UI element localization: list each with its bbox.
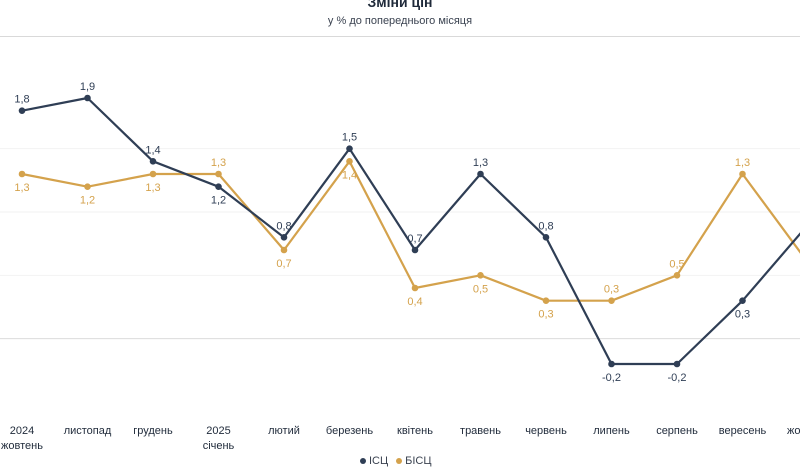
data-label-cpi: 0,3 — [735, 309, 750, 321]
data-point-core-cpi — [739, 170, 746, 178]
x-tick-label: серпень — [656, 425, 698, 437]
x-tick-label: червень — [525, 425, 567, 437]
chart-title: Зміни цін — [367, 0, 433, 10]
chart-subtitle: у % до попереднього місяця — [327, 15, 473, 27]
data-point-cpi — [608, 360, 615, 368]
legend: ІСЦ БІСЦ — [360, 455, 432, 467]
data-point-cpi — [215, 183, 222, 190]
data-label-core-cpi: 0,4 — [407, 296, 422, 308]
data-label-cpi: 1,8 — [14, 94, 29, 106]
data-point-core-cpi — [673, 272, 681, 279]
data-label-core-cpi: 0,7 — [276, 258, 291, 270]
x-tick-label: 2025 — [206, 425, 230, 437]
series-line-core-cpi — [21, 160, 800, 302]
data-label-core-cpi: 1,3 — [145, 182, 160, 194]
data-point-cpi — [477, 170, 484, 178]
data-point-cpi — [280, 234, 288, 241]
data-label-cpi: -0,2 — [602, 372, 621, 384]
series-line-cpi — [21, 96, 800, 366]
x-tick-label: січень — [203, 440, 235, 452]
data-label-core-cpi: 1,2 — [80, 195, 95, 207]
data-label-cpi: 1,4 — [145, 144, 160, 156]
data-label-core-cpi: 1,4 — [342, 169, 357, 181]
data-point-core-cpi — [346, 158, 353, 165]
data-point-core-cpi — [84, 183, 91, 190]
legend-marker-cpi — [360, 458, 366, 464]
data-point-core-cpi — [477, 272, 484, 279]
data-label-core-cpi: 0,5 — [473, 283, 488, 295]
data-label-cpi: 0,7 — [407, 233, 422, 245]
x-tick-label: лютий — [268, 425, 300, 437]
data-point-core-cpi — [411, 284, 419, 292]
x-tick-label: липень — [593, 425, 630, 437]
x-tick-label: вересень — [719, 425, 767, 437]
data-label-core-cpi: 0,3 — [604, 284, 619, 296]
data-point-cpi — [673, 360, 681, 368]
x-tick-label: травень — [460, 425, 501, 437]
data-point-cpi — [149, 158, 157, 165]
x-tick-label: жовтень — [787, 425, 800, 437]
data-point-cpi — [346, 145, 353, 152]
x-tick-label: жовтень — [1, 440, 43, 452]
x-tick-label: листопад — [64, 425, 112, 437]
data-point-core-cpi — [149, 170, 157, 178]
data-point-core-cpi — [18, 170, 26, 178]
data-point-core-cpi — [542, 297, 550, 304]
x-tick-label: 2024 — [10, 425, 34, 437]
data-label-cpi: 1,2 — [211, 195, 226, 207]
data-point-cpi — [411, 246, 419, 254]
x-tick-label: грудень — [133, 425, 173, 437]
data-label-core-cpi: 0,5 — [669, 258, 684, 270]
data-label-cpi: 1,5 — [342, 132, 357, 144]
data-label-core-cpi: 0,3 — [538, 309, 553, 321]
data-label-core-cpi: 1,3 — [735, 157, 750, 169]
data-label-cpi: 1,3 — [473, 157, 488, 169]
data-point-core-cpi — [608, 297, 615, 304]
data-label-cpi: 0,8 — [276, 220, 291, 232]
legend-label-cpi: ІСЦ — [369, 455, 389, 467]
data-point-cpi — [739, 297, 746, 304]
data-label-core-cpi: 1,3 — [14, 182, 29, 194]
legend-marker-core-cpi — [396, 458, 403, 464]
data-label-cpi: 1,9 — [80, 81, 95, 93]
legend-label-core-cpi: БІСЦ — [405, 455, 432, 467]
title-divider — [0, 36, 800, 37]
data-label-core-cpi: 1,3 — [211, 157, 226, 169]
data-point-core-cpi — [280, 246, 288, 254]
data-point-cpi — [542, 234, 550, 241]
legend-item-core-cpi[interactable]: БІСЦ — [396, 455, 432, 467]
x-tick-label: березень — [326, 425, 373, 437]
data-point-core-cpi — [215, 170, 222, 178]
data-label-cpi: -0,2 — [668, 372, 687, 384]
legend-item-cpi[interactable]: ІСЦ — [360, 455, 388, 467]
data-point-cpi — [84, 94, 91, 102]
data-label-cpi: 0,8 — [538, 220, 553, 232]
data-point-cpi — [18, 107, 26, 114]
x-tick-label: квітень — [397, 425, 433, 437]
